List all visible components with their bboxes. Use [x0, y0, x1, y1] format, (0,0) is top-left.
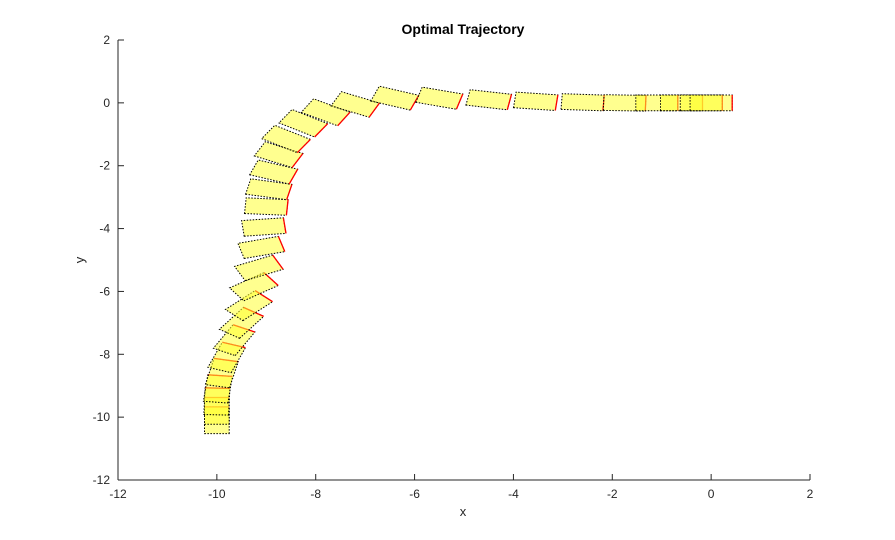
vehicle-front-edge — [506, 94, 513, 110]
y-tick-label: -8 — [99, 347, 110, 361]
chart-title: Optimal Trajectory — [402, 21, 525, 37]
vehicle-front-edge — [368, 102, 381, 118]
y-tick-label: -2 — [99, 159, 110, 173]
vehicle-body — [370, 85, 420, 111]
vehicle-poses — [202, 85, 733, 435]
y-tick-label: -12 — [93, 473, 111, 487]
x-tick-label: -4 — [508, 487, 519, 501]
y-tick-label: -10 — [93, 410, 111, 424]
x-axis-ticks: -12 -10 -8 -6 -4 -2 0 2 — [109, 474, 814, 501]
x-tick-label: -2 — [607, 487, 618, 501]
x-tick-label: -6 — [409, 487, 420, 501]
vehicle-body — [224, 290, 274, 322]
vehicle-front-edge — [314, 123, 329, 138]
vehicle-front-edge — [277, 236, 286, 252]
vehicle-front-edge — [291, 153, 304, 168]
y-axis-label: y — [72, 256, 87, 263]
vehicle-body — [241, 217, 287, 237]
vehicle-front-edge — [337, 111, 351, 127]
vehicle-front-edge — [288, 168, 299, 185]
y-tick-label: -4 — [99, 222, 110, 236]
x-tick-label: -12 — [109, 487, 127, 501]
x-tick-label: 2 — [807, 487, 814, 501]
y-axis-ticks: -12 -10 -8 -6 -4 -2 0 2 — [93, 33, 124, 487]
vehicle-body — [278, 108, 329, 138]
x-tick-label: -10 — [208, 487, 226, 501]
x-axis-label: x — [460, 504, 467, 519]
vehicle-body — [512, 91, 559, 112]
y-tick-label: 2 — [103, 33, 110, 47]
vehicle-front-edge — [285, 199, 289, 216]
vehicle-body — [243, 197, 289, 216]
vehicle-front-edge — [282, 217, 287, 234]
vehicle-body — [228, 272, 280, 302]
vehicle-body — [415, 86, 464, 110]
vehicle-front-edge — [554, 94, 559, 111]
vehicle-body — [465, 89, 513, 111]
y-tick-label: -6 — [99, 284, 110, 298]
y-tick-label: 0 — [103, 96, 110, 110]
vehicle-front-edge — [286, 184, 293, 200]
vehicle-front-edge — [409, 94, 420, 111]
vehicle-body — [260, 124, 312, 154]
vehicle-front-edge — [455, 93, 464, 110]
vehicle-front-edge — [272, 254, 284, 270]
vehicle-body — [237, 235, 286, 260]
x-tick-label: -8 — [310, 487, 321, 501]
vehicle-body — [560, 93, 605, 112]
x-tick-label: 0 — [708, 487, 715, 501]
vehicle-front-edge — [296, 138, 311, 154]
vehicle-body — [689, 94, 733, 112]
